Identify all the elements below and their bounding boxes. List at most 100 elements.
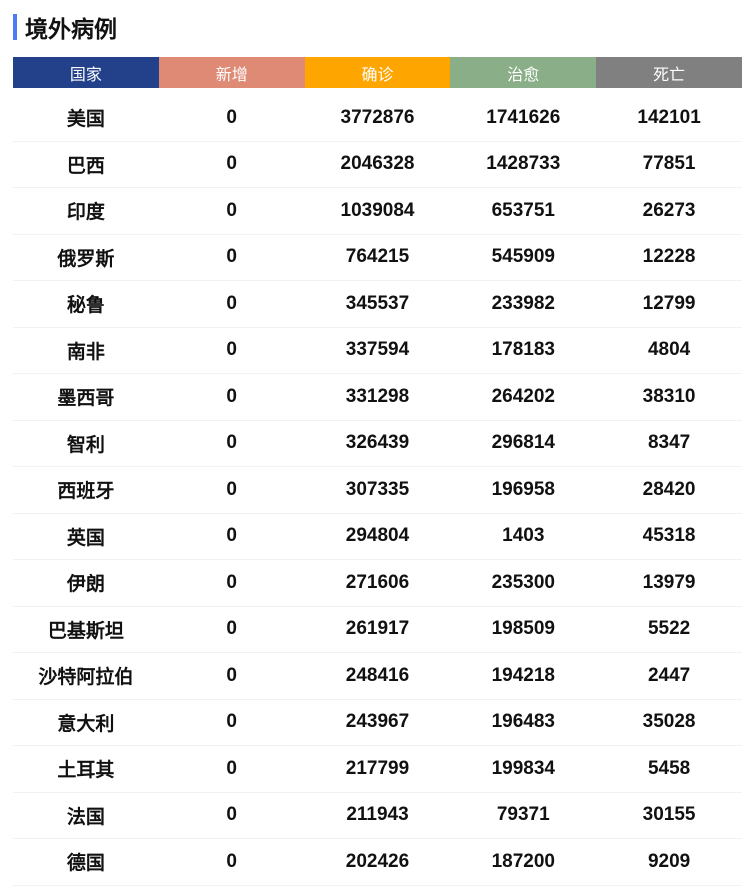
cell-new: 0	[226, 339, 237, 361]
cell-dead: 4804	[647, 339, 691, 361]
cell-dead: 9209	[647, 850, 691, 872]
cell-confirmed: 764215	[345, 246, 410, 268]
table-row[interactable]: 土耳其 0 217799 199834 5458	[13, 746, 742, 793]
cell-cured: 198509	[491, 618, 555, 640]
table-row[interactable]: 俄罗斯 0 764215 545909 12228	[13, 235, 742, 281]
section-title-text: 境外病例	[25, 17, 117, 43]
cell-new: 0	[226, 664, 237, 686]
cell-dead: 77851	[642, 153, 696, 175]
cell-cured: 653751	[491, 199, 555, 221]
cell-country: 俄罗斯	[57, 247, 115, 270]
cell-confirmed: 202426	[345, 850, 410, 872]
cell-country: 智利	[66, 433, 105, 456]
table-row[interactable]: 伊朗 0 271606 235300 13979	[13, 560, 742, 607]
cell-confirmed: 331298	[345, 385, 410, 407]
cell-confirmed: 294804	[345, 525, 410, 547]
cell-dead: 35028	[642, 711, 696, 733]
table-row[interactable]: 秘鲁 0 345537 233982 12799	[13, 281, 742, 328]
cell-new: 0	[226, 478, 237, 500]
cell-new: 0	[226, 804, 237, 826]
cell-dead: 2447	[647, 664, 691, 686]
cell-cured: 199834	[491, 757, 555, 779]
cell-confirmed: 345537	[345, 292, 410, 314]
cell-country: 巴西	[66, 154, 105, 177]
cell-country: 土耳其	[57, 759, 115, 782]
table-row[interactable]: 法国 0 211943 79371 30155	[13, 793, 742, 839]
cell-cured: 1741626	[486, 106, 561, 128]
cell-new: 0	[226, 757, 237, 779]
table-row[interactable]: 印度 0 1039084 653751 26273	[13, 188, 742, 235]
cell-country: 印度	[66, 201, 105, 224]
table-row[interactable]: 南非 0 337594 178183 4804	[13, 328, 742, 374]
table-header: 国家 新增 确诊 治愈 死亡	[13, 57, 742, 88]
cell-confirmed: 211943	[346, 804, 409, 826]
cell-country: 美国	[66, 108, 105, 131]
table-row[interactable]: 西班牙 0 307335 196958 28420	[13, 467, 742, 514]
section-title: 境外病例	[13, 12, 117, 43]
table-row[interactable]: 意大利 0 243967 196483 35028	[13, 700, 742, 746]
cell-dead: 5458	[647, 757, 691, 779]
cell-new: 0	[226, 711, 237, 733]
table-row[interactable]: 智利 0 326439 296814 8347	[13, 421, 742, 467]
table-row[interactable]: 德国 0 202426 187200 9209	[13, 839, 742, 886]
cell-country: 意大利	[57, 712, 115, 735]
cell-country: 伊朗	[66, 573, 105, 596]
cell-dead: 12228	[642, 246, 696, 268]
cell-cured: 196483	[491, 711, 555, 733]
cell-dead: 12799	[642, 292, 696, 314]
cell-cured: 79371	[496, 804, 550, 826]
cell-cured: 196958	[491, 478, 555, 500]
cell-new: 0	[226, 292, 237, 314]
table-row[interactable]: 沙特阿拉伯 0 248416 194218 2447	[13, 653, 742, 700]
cell-cured: 296814	[491, 432, 555, 454]
cell-country: 沙特阿拉伯	[38, 666, 134, 689]
cell-country: 德国	[66, 852, 105, 875]
table-row[interactable]: 墨西哥 0 331298 264202 38310	[13, 374, 742, 421]
cell-country: 法国	[66, 805, 105, 828]
cell-confirmed: 2046328	[340, 153, 415, 175]
cell-confirmed: 1039084	[340, 199, 415, 221]
cell-dead: 13979	[642, 571, 696, 593]
cell-confirmed: 3772876	[340, 106, 415, 128]
cell-dead: 38310	[642, 385, 696, 407]
cell-dead: 26273	[642, 199, 696, 221]
cell-cured: 1403	[502, 525, 545, 547]
cell-cured: 264202	[491, 385, 555, 407]
header-confirmed[interactable]: 确诊	[304, 57, 451, 88]
title-accent-bar	[13, 14, 17, 40]
cell-new: 0	[226, 385, 237, 407]
header-new[interactable]: 新增	[158, 57, 305, 88]
cell-country: 墨西哥	[57, 387, 115, 410]
cell-cured: 1428733	[486, 153, 561, 175]
table-row[interactable]: 巴西 0 2046328 1428733 77851	[13, 142, 742, 188]
overseas-cases-table: 国家 新增 确诊 治愈 死亡 美国 0 3772876 1741626 142101 巴西…	[13, 57, 742, 886]
cell-confirmed: 243967	[345, 711, 410, 733]
cell-country: 巴基斯坦	[47, 619, 124, 642]
cell-new: 0	[226, 618, 237, 640]
header-cured[interactable]: 治愈	[450, 57, 597, 88]
cell-confirmed: 248416	[345, 664, 410, 686]
header-dead[interactable]: 死亡	[596, 57, 742, 88]
cell-confirmed: 326439	[345, 432, 410, 454]
cell-confirmed: 307335	[345, 478, 410, 500]
cell-dead: 28420	[642, 478, 696, 500]
cell-confirmed: 337594	[345, 339, 410, 361]
header-country[interactable]: 国家	[13, 57, 159, 88]
table-row[interactable]: 美国 0 3772876 1741626 142101	[13, 95, 742, 142]
cell-confirmed: 271606	[345, 571, 410, 593]
cell-dead: 8347	[647, 432, 691, 454]
table-row[interactable]: 巴基斯坦 0 261917 198509 5522	[13, 607, 742, 653]
cell-country: 秘鲁	[66, 294, 105, 317]
cell-cured: 187200	[491, 850, 555, 872]
cell-dead: 142101	[637, 106, 701, 128]
table-row[interactable]: 英国 0 294804 1403 45318	[13, 514, 742, 560]
cell-cured: 194218	[491, 664, 555, 686]
cell-cured: 545909	[491, 246, 555, 268]
cell-country: 南非	[66, 340, 105, 363]
cell-new: 0	[226, 199, 237, 221]
cell-country: 西班牙	[57, 480, 115, 503]
cell-cured: 233982	[491, 292, 555, 314]
cell-new: 0	[226, 571, 237, 593]
cell-dead: 5522	[647, 618, 691, 640]
cell-new: 0	[226, 106, 237, 128]
